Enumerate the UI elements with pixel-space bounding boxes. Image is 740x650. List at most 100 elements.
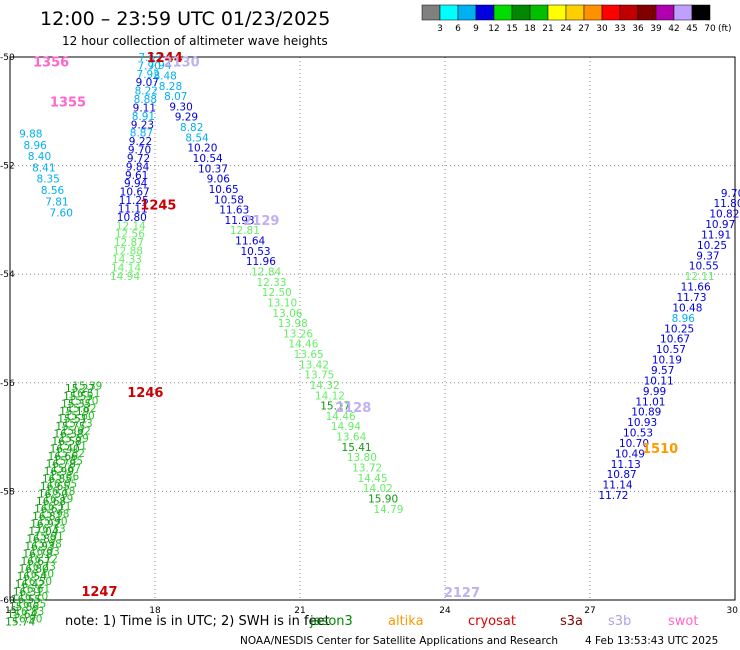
wave-height-value: 14.02 (363, 483, 393, 495)
wave-height-value: 9.22 (129, 136, 152, 148)
wave-height-value: 16.05 (47, 478, 77, 490)
wave-height-value: 9.72 (127, 153, 150, 165)
wave-height-value: 13.10 (267, 297, 297, 309)
wave-height-value: 16.40 (50, 443, 80, 455)
track-time-label: 2130 (163, 55, 199, 70)
wave-height-value: 9.84 (126, 161, 150, 173)
wave-height-value: 15.51 (57, 413, 87, 425)
wave-height-value: 15.90 (368, 493, 398, 505)
wave-height-value: 16.78 (23, 549, 53, 561)
colorbar-swatch (637, 4, 657, 21)
axis-ticks: 15 18 21 24 27 30 -50 -52 -54 -56 -58 -60 (0, 53, 738, 616)
colorbar-swatch (655, 4, 675, 21)
wave-height-value: 14.46 (288, 339, 318, 351)
x-tick-label: 27 (584, 606, 595, 616)
wave-height-value: 10.70 (619, 438, 649, 450)
colorbar-label: 9 (473, 24, 479, 34)
colorbar-label: 70 (704, 24, 716, 34)
wave-height-value: 15.64 (7, 609, 37, 621)
mission-label: s3a (560, 614, 583, 629)
y-tick-label: -54 (0, 270, 15, 280)
wave-height-value: 16.85 (42, 473, 72, 485)
colorbar-label: 45 (686, 24, 697, 34)
colorbar-swatch (619, 4, 639, 21)
track-time-label: 1245 (140, 199, 176, 214)
wave-height-value: 12.50 (262, 287, 292, 299)
track-time-label: 1355 (50, 96, 86, 111)
wave-height-value: 9.88 (19, 129, 42, 141)
track-1244-1247-upper: 7.637.907.929.078.228.889.118.919.238.87… (110, 52, 162, 283)
wave-height-value: 11.64 (235, 236, 265, 248)
x-tick-label: 15 (5, 606, 16, 616)
mission-legend: jason3 altika cryosat s3a s3b swot (309, 614, 698, 629)
wave-height-value: 7.81 (45, 196, 68, 208)
wave-height-value: 16.67 (21, 556, 51, 568)
colorbar-swatch (511, 4, 531, 21)
wave-height-value: 9.07 (136, 77, 159, 89)
x-tick-label: 18 (149, 606, 161, 616)
wave-height-value: 16.38 (53, 428, 83, 440)
wave-height-value: 16.66 (48, 451, 78, 463)
wave-height-value: 8.87 (130, 128, 153, 140)
colorbar-label: 3 (437, 24, 443, 34)
colorbar-label: 27 (578, 24, 589, 34)
wave-height-value: 10.49 (615, 448, 645, 460)
wave-height-value: 15.75 (55, 421, 85, 433)
wave-height-value: 8.35 (36, 174, 59, 186)
wave-height-value: 16.99 (44, 466, 74, 478)
wave-height-value: 10.67 (660, 334, 690, 346)
plot-frame (9, 56, 736, 601)
colorbar-label: 15 (506, 24, 517, 34)
colorbar-label: 30 (596, 24, 608, 34)
track-time-label: 1510 (642, 442, 678, 457)
wave-height-value: 10.87 (607, 469, 637, 481)
wave-height-value: 16.89 (26, 534, 56, 546)
colorbar-swatch (475, 4, 495, 21)
colorbar-swatch (421, 4, 441, 21)
wave-height-value: 13.42 (299, 359, 329, 371)
wave-height-value: 13.80 (347, 452, 377, 464)
wave-height-value: 16.55 (16, 599, 46, 611)
wave-height-value: 11.63 (219, 205, 249, 217)
y-tick-label: -58 (0, 487, 15, 497)
wave-height-value: 13.64 (336, 432, 366, 444)
wave-height-value: 10.25 (664, 323, 694, 335)
wave-height-value: 10.54 (193, 153, 223, 165)
colorbar-swatch (547, 4, 567, 21)
wave-height-value: 11.13 (611, 459, 641, 471)
wave-height-value: 12.11 (685, 271, 715, 283)
track-time-label: 1356 (33, 55, 69, 70)
wave-height-value: 11.14 (603, 480, 633, 492)
track-time-label: 2129 (243, 214, 279, 229)
wave-height-value: 15.91 (34, 531, 64, 543)
wave-height-value: 11.72 (598, 490, 628, 502)
wave-height-value: 8.96 (23, 140, 47, 152)
wave-height-value: 16.93 (24, 541, 54, 553)
wave-height-value: 15.55 (63, 391, 93, 403)
colorbar-swatch (457, 4, 477, 21)
wave-height-value: 15.71 (57, 441, 87, 453)
x-tick-label: 24 (439, 606, 451, 616)
wave-height-value: 15.98 (39, 508, 69, 520)
wave-height-value: 16.12 (28, 553, 58, 565)
wave-height-value: 9.61 (125, 170, 148, 182)
colorbar-swatch (583, 4, 603, 21)
wave-height-value: 11.01 (635, 396, 665, 408)
wave-height-value: 15.73 (63, 418, 93, 430)
track-time-label: 1244 (147, 51, 183, 66)
wave-height-value: 16.90 (12, 614, 42, 626)
wave-height-value: 16.61 (20, 584, 50, 596)
wave-height-value: 9.11 (133, 102, 156, 114)
wave-height-value: 16.54 (17, 571, 47, 583)
wave-height-value: 11.73 (676, 292, 706, 304)
wave-height-value: 16.51 (70, 388, 100, 400)
wave-height-value: 15.82 (55, 448, 85, 460)
wave-height-value: 14.32 (310, 380, 340, 392)
wave-height-value: 11.93 (225, 215, 255, 227)
wave-height-value: 11.66 (681, 282, 711, 294)
wave-height-value: 11.80 (713, 198, 740, 210)
wave-height-value: 9.99 (643, 386, 666, 398)
wave-height-value: 15.60 (65, 411, 95, 423)
wave-height-value: 11.25 (119, 195, 149, 207)
